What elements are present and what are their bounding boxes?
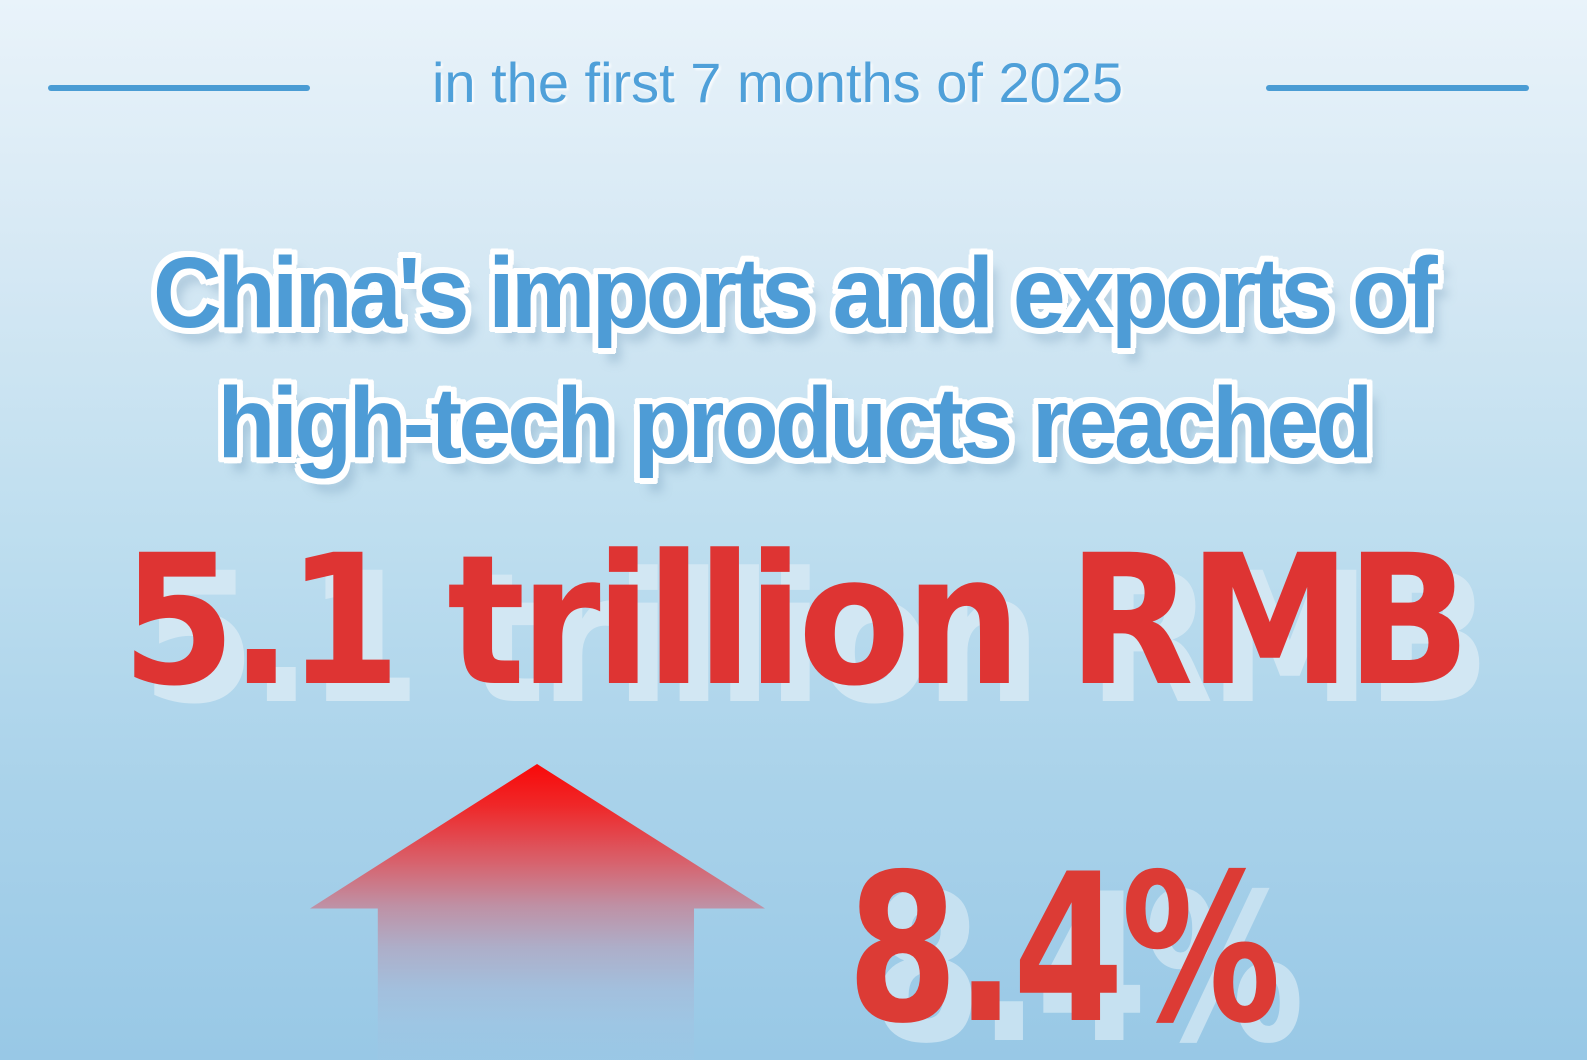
up-arrow-icon — [310, 764, 765, 1060]
header-rule-left — [48, 85, 310, 91]
header-rule-right — [1266, 85, 1529, 91]
headline-line-1: China's imports and exports of — [152, 237, 1438, 349]
period-label: in the first 7 months of 2025 — [431, 51, 1124, 114]
value-text: 5.1 trillion RMB — [121, 517, 1471, 726]
headline-line-2: high-tech products reached — [217, 367, 1373, 479]
growth-rate-text: 8.4% — [847, 831, 1281, 1060]
